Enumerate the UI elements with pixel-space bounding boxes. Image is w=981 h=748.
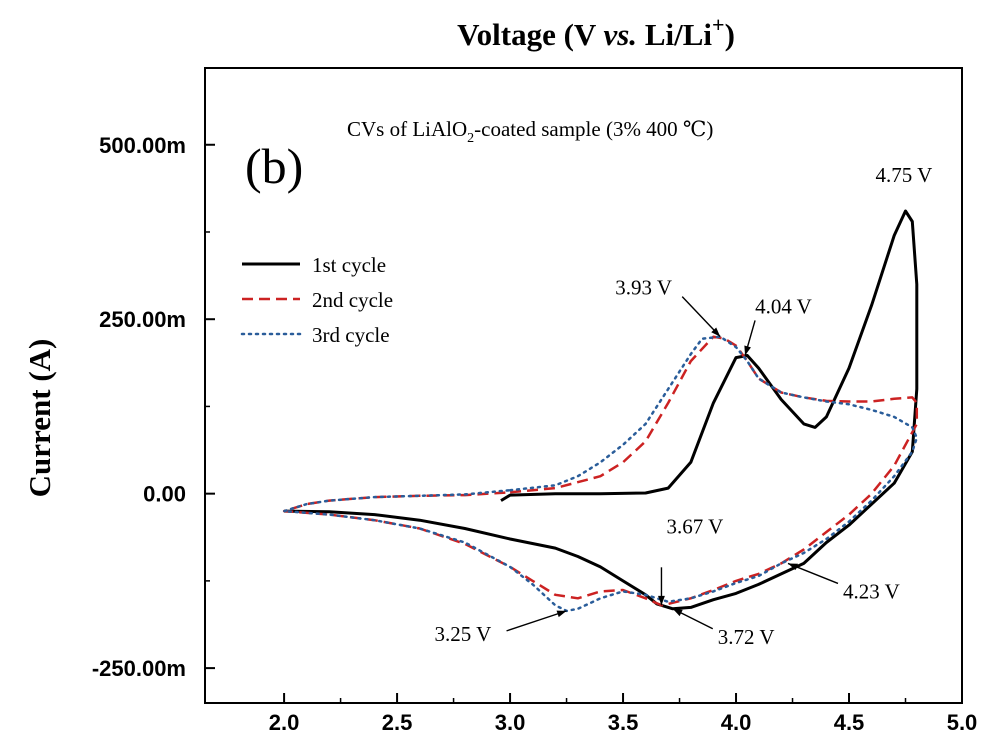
annotation-arrowhead	[556, 610, 567, 618]
x-tick-label: 3.5	[608, 710, 639, 735]
legend-label-1st-cycle: 1st cycle	[312, 253, 386, 277]
annotation-arrowhead	[672, 608, 683, 617]
series-line-3	[282, 335, 919, 613]
legend-label-2nd-cycle: 2nd cycle	[312, 288, 393, 312]
top-axis-label: Voltage (V vs. Li/Li+)	[457, 12, 735, 52]
annotation-label: 4.75 V	[876, 163, 933, 187]
x-tick-label: 2.0	[269, 710, 300, 735]
y-tick-label: 250.00m	[99, 307, 186, 332]
x-tick-label: 2.5	[382, 710, 413, 735]
panel-label: (b)	[245, 138, 303, 194]
x-tick-label: 5.0	[947, 710, 978, 735]
series-line-2	[282, 335, 919, 607]
plot-frame	[204, 67, 963, 704]
annotation-label: 3.93 V	[615, 276, 672, 300]
annotation-label: 3.67 V	[666, 514, 723, 538]
annotation-label: 3.25 V	[435, 622, 492, 646]
y-tick-label: -250.00m	[92, 656, 186, 681]
series-line-1	[284, 209, 919, 611]
x-tick-label: 3.0	[495, 710, 526, 735]
annotation-label: 4.04 V	[755, 294, 812, 318]
legend-label-3rd-cycle: 3rd cycle	[312, 323, 390, 347]
x-tick-label: 4.5	[834, 710, 865, 735]
annotations-group: 4.75 V 3.93 V 4.04 V 3.67 V 4.23 V 3.25 V 3.72…	[435, 163, 933, 649]
annotation-arrow	[506, 610, 567, 632]
legend: 1st cycle 2nd cycle 3rd cycle	[240, 253, 393, 347]
annotation-arrowhead	[658, 595, 665, 606]
y-axis-label: Current (A)	[22, 339, 57, 498]
y-tick-label: 0.00	[143, 482, 186, 507]
annotation-label: 3.72 V	[718, 625, 775, 649]
y-tick-label: 500.00m	[99, 133, 186, 158]
annotation-arrowhead	[711, 327, 721, 337]
annotation-label: 4.23 V	[843, 579, 900, 603]
x-tick-label: 4.0	[721, 710, 752, 735]
series-group	[282, 209, 919, 613]
ticks-group: 2.0 2.5 3.0 3.5 4.0 4.5 5.0 -250.00m 0.00 250.00m…	[92, 133, 977, 735]
annotation-arrowhead	[744, 345, 751, 356]
annotation-arrowhead	[788, 563, 798, 571]
chart-title: CVs of LiAlO2-coated sample (3% 400 ℃)	[347, 117, 713, 146]
